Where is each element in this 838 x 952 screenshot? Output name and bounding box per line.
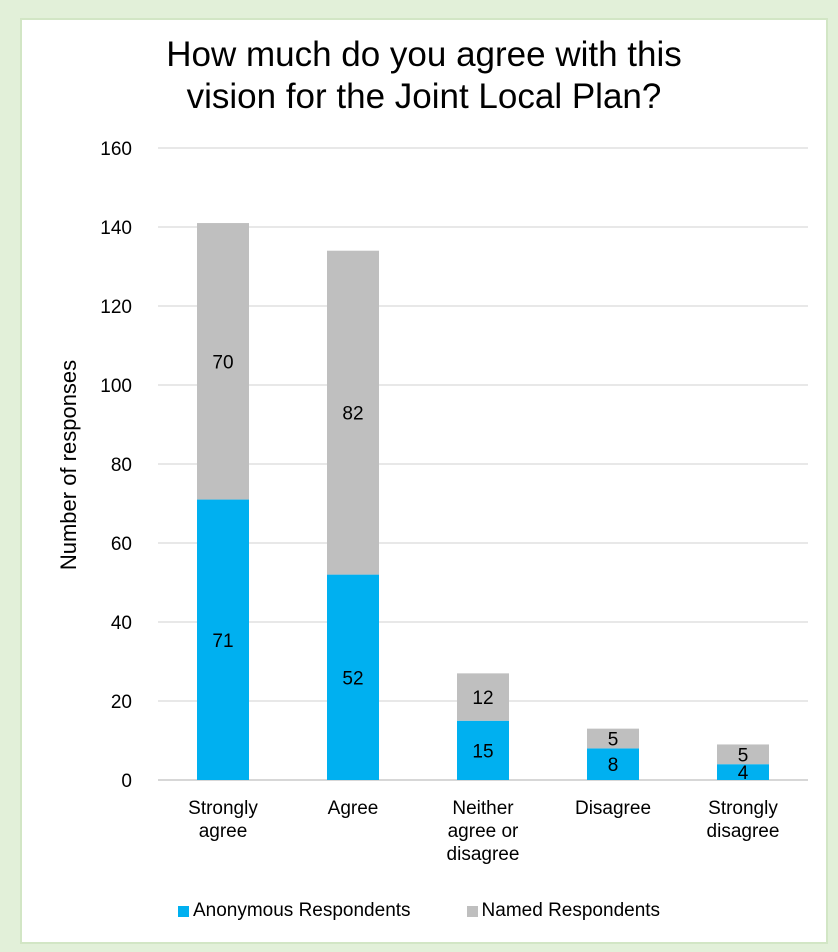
legend-label-anonymous: Anonymous Respondents [192,900,411,921]
chart-panel [20,18,828,944]
data-label-anonymous: 8 [608,755,619,776]
y-tick-label: 120 [100,297,132,318]
y-tick-label: 80 [111,455,132,476]
bars [197,223,769,780]
bar-named [457,673,509,721]
x-tick-label: Agree [328,798,379,819]
x-tick-label: Strongly agree [188,798,258,842]
chart-title-line-2: vision for the Joint Local Plan? [186,77,662,116]
bar-named [587,728,639,749]
chart-title-line-1: How much do you agree with this [166,35,682,74]
legend-label-named: Named Respondents [481,900,661,921]
y-tick-labels: 0 20 40 60 80 100 120 140 160 [100,139,132,792]
y-tick-label: 160 [100,139,132,160]
bar-anonymous [717,764,769,780]
y-tick-label: 40 [111,613,132,634]
data-label-anonymous: 52 [342,668,363,689]
chart-title: How much do you agree with this vision f… [20,34,828,118]
y-tick-label: 100 [100,376,132,397]
y-tick-label: 140 [100,218,132,239]
data-label-named: 5 [738,745,749,766]
data-label-anonymous: 71 [212,631,233,652]
legend: Anonymous Respondents Named Respondents [0,900,838,922]
data-label-anonymous: 15 [472,741,493,762]
x-tick-label: Neither agree or disagree [447,798,520,865]
bar-anonymous [197,499,249,780]
y-tick-label: 20 [111,692,132,713]
bar-named [197,223,249,500]
bar-anonymous [457,720,509,780]
y-tick-label: 60 [111,534,132,555]
data-label-named: 82 [342,404,363,425]
bar-anonymous [327,574,379,780]
legend-item-anonymous: Anonymous Respondents [177,900,411,922]
data-label-anonymous: 4 [738,763,749,784]
y-tick-label: 0 [121,771,132,792]
x-tick-label: Disagree [575,798,651,819]
legend-swatch-anonymous [177,905,189,917]
y-axis-label: Number of responses [56,360,81,570]
data-label-named: 12 [472,688,493,709]
bar-named [717,744,769,765]
legend-item-named: Named Respondents [466,900,661,922]
x-tick-label: Strongly disagree [707,798,780,842]
x-tick-labels: Strongly agree Agree Neither agree or disagre… [188,798,779,865]
data-label-named: 70 [212,352,233,373]
bar-named [327,250,379,575]
bar-anonymous [587,748,639,780]
legend-swatch-named [466,905,478,917]
data-label-named: 5 [608,730,619,751]
